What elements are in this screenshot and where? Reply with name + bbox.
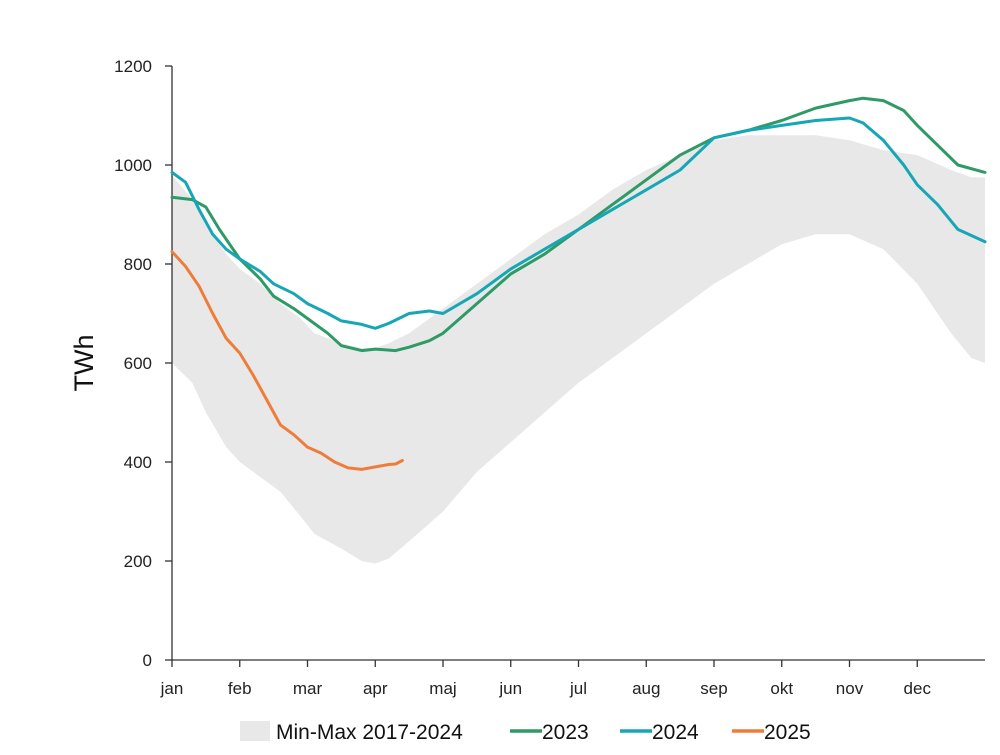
- x-tick-label: mar: [293, 679, 323, 698]
- x-tick-label: maj: [429, 679, 456, 698]
- series-line-2024: [170, 116, 987, 330]
- series-line-2023: [170, 96, 987, 353]
- legend-label-2025: 2025: [764, 721, 811, 744]
- legend: Min-Max 2017-2024 2023 2024 2025: [240, 721, 811, 744]
- y-ticks: 0 200 400 600 800 1000 1200: [114, 57, 172, 670]
- series-line-2025: [170, 250, 404, 471]
- legend-label-band: Min-Max 2017-2024: [276, 721, 463, 744]
- y-tick-label: 200: [124, 552, 152, 571]
- y-tick-label: 1000: [114, 156, 152, 175]
- min-max-band-area: [172, 135, 985, 564]
- x-tick-label: sep: [700, 679, 727, 698]
- y-tick-label: 0: [143, 651, 152, 670]
- x-tick-label: feb: [228, 679, 252, 698]
- y-tick-label: 600: [124, 354, 152, 373]
- x-tick-label: aug: [632, 679, 660, 698]
- x-tick-label: jul: [569, 679, 587, 698]
- legend-swatch-band: [240, 721, 270, 741]
- legend-label-2023: 2023: [542, 721, 589, 744]
- series-lines: [170, 96, 987, 471]
- x-tick-label: dec: [904, 679, 932, 698]
- min-max-band-layer: [172, 135, 985, 564]
- y-tick-label: 1200: [114, 57, 152, 76]
- x-tick-label: jan: [160, 679, 184, 698]
- y-axis-title: TWh: [69, 335, 99, 392]
- legend-label-2024: 2024: [652, 721, 699, 744]
- x-tick-label: apr: [363, 679, 388, 698]
- x-tick-label: okt: [770, 679, 793, 698]
- y-tick-label: 400: [124, 453, 152, 472]
- y-tick-label: 800: [124, 255, 152, 274]
- x-tick-label: nov: [836, 679, 864, 698]
- x-tick-label: jun: [498, 679, 522, 698]
- x-ticks: jan feb mar apr maj jun jul aug sep okt nov dec: [160, 660, 932, 698]
